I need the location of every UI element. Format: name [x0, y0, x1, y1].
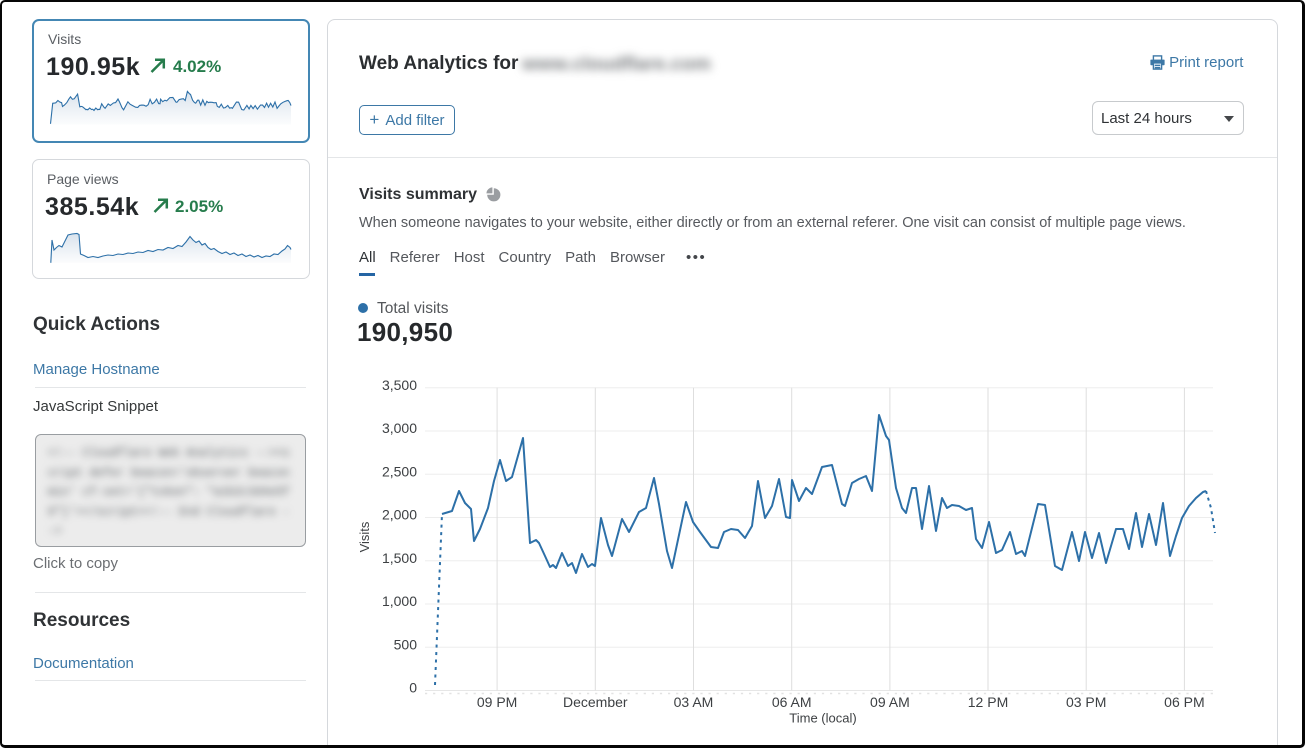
svg-text:1,000: 1,000	[382, 593, 417, 609]
svg-text:12 PM: 12 PM	[968, 694, 1008, 710]
svg-text:2,000: 2,000	[382, 507, 417, 523]
svg-text:3,500: 3,500	[382, 377, 417, 393]
svg-text:03 PM: 03 PM	[1066, 694, 1106, 710]
svg-text:03 AM: 03 AM	[674, 694, 714, 710]
svg-text:09 AM: 09 AM	[870, 694, 910, 710]
svg-text:0: 0	[409, 680, 417, 696]
svg-text:3,000: 3,000	[382, 420, 417, 436]
svg-text:06 AM: 06 AM	[772, 694, 812, 710]
svg-text:09 PM: 09 PM	[477, 694, 517, 710]
svg-text:2,500: 2,500	[382, 463, 417, 479]
svg-text:December: December	[563, 694, 628, 710]
svg-text:06 PM: 06 PM	[1164, 694, 1204, 710]
svg-text:500: 500	[394, 636, 418, 652]
svg-text:Time (local): Time (local)	[789, 711, 856, 726]
svg-text:1,500: 1,500	[382, 550, 417, 566]
svg-text:Visits: Visits	[357, 521, 372, 552]
